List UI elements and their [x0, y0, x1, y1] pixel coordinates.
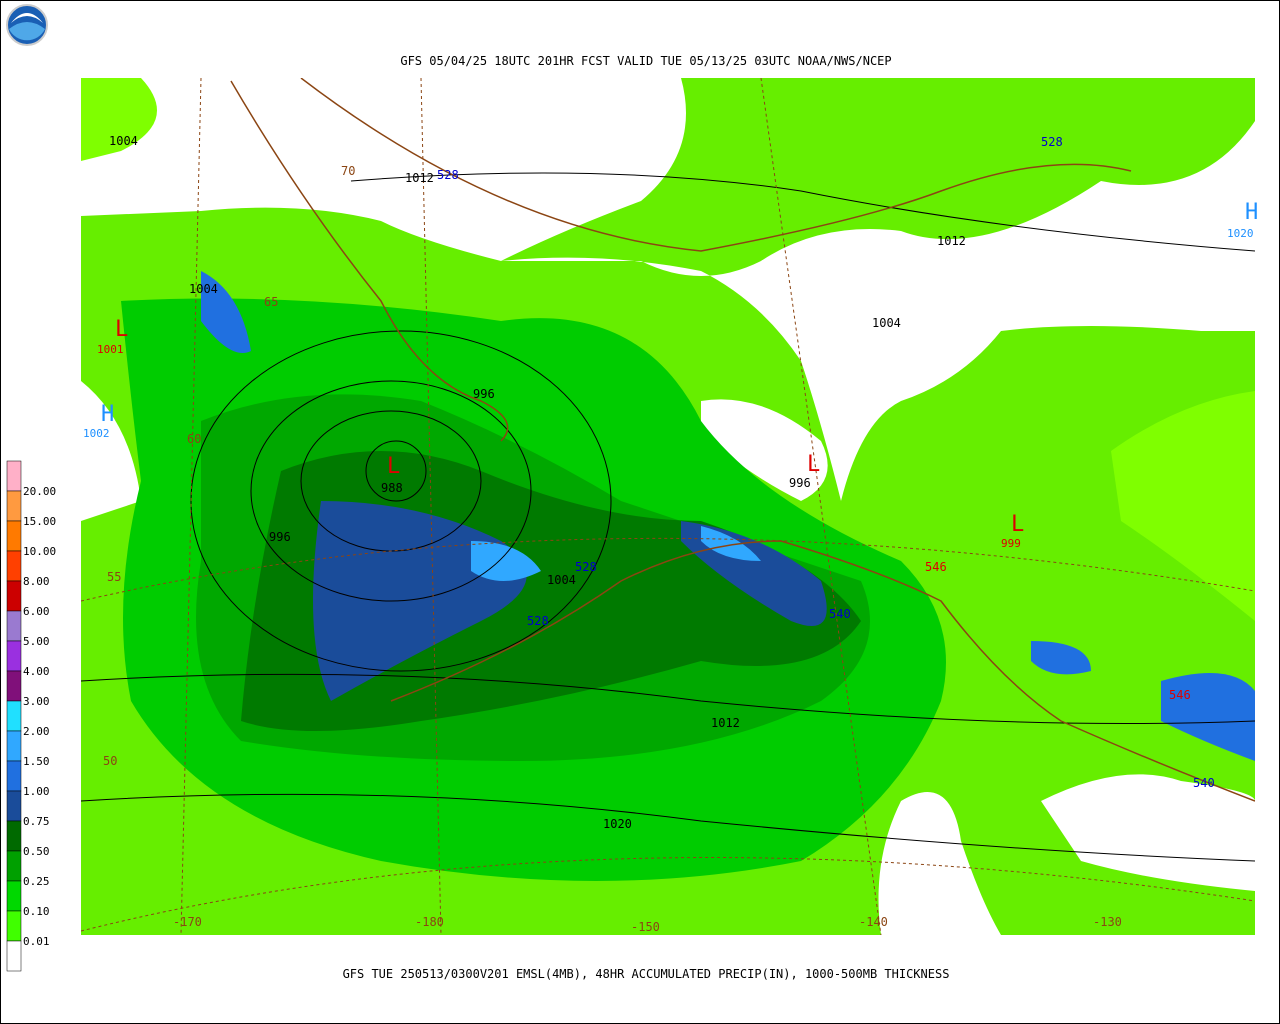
legend-swatch — [6, 730, 22, 762]
legend-swatch — [6, 670, 22, 702]
map-label: 546 — [1169, 688, 1191, 702]
legend-swatch — [6, 760, 22, 792]
legend-label: 6.00 — [23, 605, 50, 618]
map-label: H — [1245, 200, 1258, 225]
legend-swatch — [6, 910, 22, 942]
legend-label: 10.00 — [23, 545, 56, 558]
map-label: 1004 — [109, 134, 138, 148]
map-label: L — [1011, 512, 1024, 537]
legend-swatch — [6, 850, 22, 882]
legend-label: 0.25 — [23, 875, 50, 888]
map-label: 50 — [103, 754, 117, 768]
legend-swatch — [6, 610, 22, 642]
map-label: H — [101, 402, 114, 427]
legend-label: 2.00 — [23, 725, 50, 738]
legend-swatch — [6, 580, 22, 612]
legend-label: 0.01 — [23, 935, 50, 948]
map-label: 528 — [437, 168, 459, 182]
map-label: 528 — [575, 560, 597, 574]
map-label: 1001 — [97, 343, 124, 356]
map-label: 65 — [264, 295, 278, 309]
map-label: 528 — [527, 614, 549, 628]
map-label: 996 — [473, 387, 495, 401]
map-label: 1012 — [405, 171, 434, 185]
map-label: 70 — [341, 164, 355, 178]
legend-swatch — [6, 520, 22, 552]
map-label: 1004 — [189, 282, 218, 296]
map-label: 55 — [107, 570, 121, 584]
map-label: L — [387, 454, 400, 479]
map-label: 988 — [381, 481, 403, 495]
map-label: 540 — [1193, 776, 1215, 790]
map-label: 996 — [789, 476, 811, 490]
map-label: 1012 — [937, 234, 966, 248]
legend-swatch — [6, 820, 22, 852]
legend-label: 1.00 — [23, 785, 50, 798]
map-label: 1004 — [872, 316, 901, 330]
legend-swatch — [6, 880, 22, 912]
map-label: 1020 — [1227, 227, 1254, 240]
legend-label: 1.50 — [23, 755, 50, 768]
map-area — [81, 78, 1255, 935]
map-label: 528 — [1041, 135, 1063, 149]
map-label: 1004 — [547, 573, 576, 587]
legend-swatch — [6, 640, 22, 672]
legend-label: 0.75 — [23, 815, 50, 828]
map-label: L — [115, 317, 128, 342]
map-title: GFS 05/04/25 18UTC 201HR FCST VALID TUE … — [400, 54, 891, 68]
map-label: 60 — [187, 432, 201, 446]
legend: 20.00 15.00 10.00 8.00 6.00 5.00 4.00 3.00 2.00 1… — [6, 460, 56, 972]
legend-label: 0.50 — [23, 845, 50, 858]
map-label: 1020 — [603, 817, 632, 831]
map-caption: GFS TUE 250513/0300V201 EMSL(4MB), 48HR … — [343, 967, 950, 981]
legend-swatch — [6, 700, 22, 732]
map-label: 1012 — [711, 716, 740, 730]
map-label: -170 — [173, 915, 202, 929]
map-label: 546 — [925, 560, 947, 574]
map-label: 999 — [1001, 537, 1021, 550]
legend-label: 5.00 — [23, 635, 50, 648]
legend-swatch — [6, 490, 22, 522]
legend-label: 0.10 — [23, 905, 50, 918]
legend-label: 3.00 — [23, 695, 50, 708]
map-label: -140 — [859, 915, 888, 929]
legend-label: 4.00 — [23, 665, 50, 678]
legend-swatch — [6, 790, 22, 822]
legend-swatch — [6, 940, 22, 972]
legend-label: 20.00 — [23, 485, 56, 498]
map-label: L — [807, 452, 820, 477]
map-label: 540 — [829, 607, 851, 621]
legend-swatch — [6, 550, 22, 582]
noaa-logo — [6, 4, 48, 46]
map-label: 996 — [269, 530, 291, 544]
map-label: -180 — [415, 915, 444, 929]
legend-label: 8.00 — [23, 575, 50, 588]
legend-label: 15.00 — [23, 515, 56, 528]
map-label: -150 — [631, 920, 660, 934]
map-label: 1002 — [83, 427, 110, 440]
map-label: -130 — [1093, 915, 1122, 929]
legend-swatch — [6, 460, 22, 492]
